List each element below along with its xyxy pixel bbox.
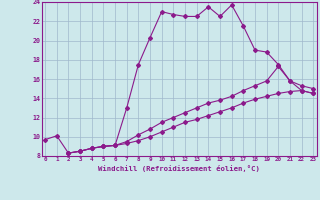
X-axis label: Windchill (Refroidissement éolien,°C): Windchill (Refroidissement éolien,°C): [98, 165, 260, 172]
